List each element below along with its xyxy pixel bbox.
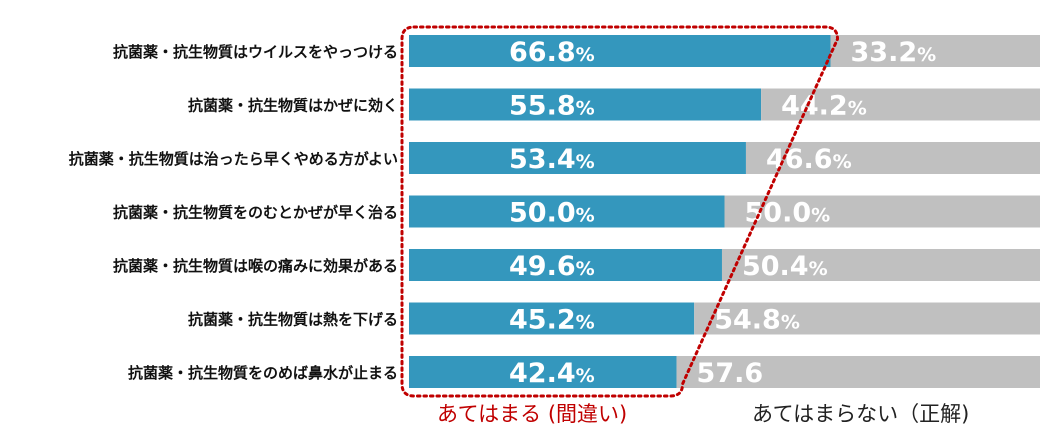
value-label-correct: 57.6 [697,358,764,389]
value-label-wrong: 45.2% [509,305,595,336]
category-label: 抗菌薬・抗生物質は治ったら早くやめる方がよい [69,150,398,168]
bar-wrong [409,195,725,228]
category-label: 抗菌薬・抗生物質は熱を下げる [188,311,398,329]
bar-correct [724,195,1040,228]
bar-correct [721,249,1040,281]
value-label-wrong: 66.8% [509,37,595,68]
category-label: 抗菌薬・抗生物質は喉の痛みに効果がある [113,257,398,275]
bar-wrong [409,88,762,121]
value-label-wrong: 53.4% [509,144,595,175]
category-label: 抗菌薬・抗生物質をのめば鼻水が止まる [128,364,398,382]
value-label-correct: 50.4% [742,251,828,282]
bar-wrong [409,249,722,281]
bar-correct [745,142,1040,174]
bar-correct [830,35,1040,67]
bar-wrong [409,356,677,388]
value-label-correct: 46.6% [766,144,852,175]
value-labels: 66.8% 33.2%55.8% 44.2%53.4% 46.6%50.0% 50.0%… [509,37,936,389]
bars [409,35,1040,388]
category-label: 抗菌薬・抗生物質はかぜに効く [188,97,398,115]
bar-wrong [409,35,831,67]
category-label: 抗菌薬・抗生物質はウイルスをやっつける [113,43,398,61]
category-label: 抗菌薬・抗生物質をのむとかぜが早く治る [113,204,398,222]
value-label-wrong: 50.0% [509,198,595,229]
value-label-correct: 33.2% [851,37,937,68]
category-labels: 抗菌薬・抗生物質はウイルスをやっつける抗菌薬・抗生物質はかぜに効く抗菌薬・抗生物… [69,43,398,382]
legend-wrong: あてはまる (間違い) [437,402,627,426]
legend-correct: あてはまらない（正解) [752,402,969,426]
bar-wrong [409,302,695,335]
bar-correct [694,302,1040,335]
bar-wrong [409,142,746,174]
value-label-wrong: 55.8% [509,91,595,122]
bar-correct [676,356,1040,388]
highlight-outline [400,25,840,398]
value-label-wrong: 49.6% [509,251,595,282]
value-label-correct: 54.8% [714,305,800,336]
value-label-correct: 44.2% [781,91,867,122]
value-label-wrong: 42.4% [509,358,595,389]
